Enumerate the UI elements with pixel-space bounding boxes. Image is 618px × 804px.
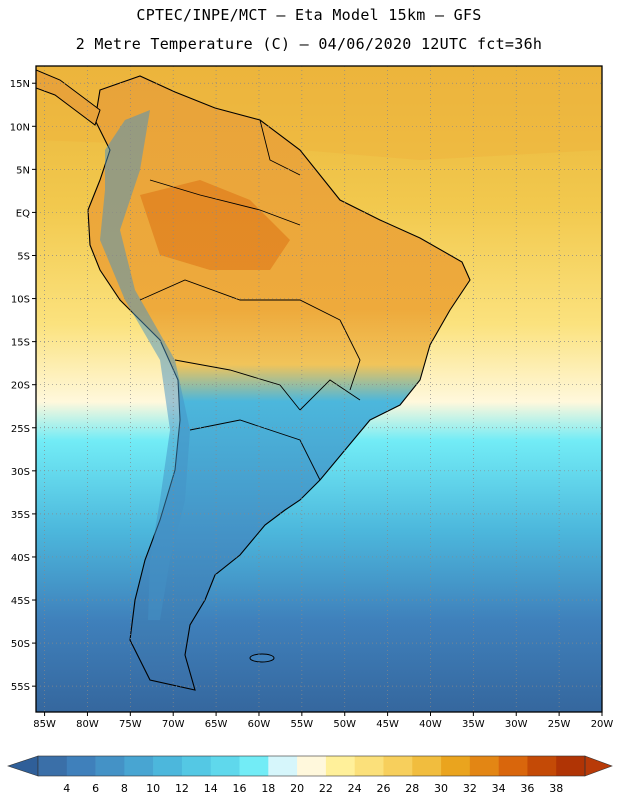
colorbar-label: 18	[261, 782, 275, 795]
lat-label: 50S	[11, 639, 30, 650]
colorbar-swatch	[412, 756, 442, 776]
colorbar-swatch	[297, 756, 327, 776]
lon-label: 30W	[505, 719, 528, 730]
lon-label: 25W	[548, 719, 571, 730]
country-borders	[139, 119, 361, 481]
lon-label: 55W	[291, 719, 314, 730]
colorbar-label: 16	[233, 782, 247, 795]
colorbar-label: 4	[63, 782, 70, 795]
colorbar-label: 8	[121, 782, 128, 795]
colorbar-label: 6	[92, 782, 99, 795]
lon-label: 75W	[119, 719, 142, 730]
lon-label: 80W	[76, 719, 99, 730]
colorbar-label: 14	[204, 782, 218, 795]
colorbar-swatch	[66, 756, 96, 776]
map-title-line2: 2 Metre Temperature (C) – 04/06/2020 12U…	[75, 35, 543, 53]
colorbar-label: 30	[434, 782, 448, 795]
colorbar-label: 28	[405, 782, 419, 795]
latitude-labels: 15N 10N 5N EQ 5S 10S 15S 20S 25S 30S 35S 40S 45S 50S 5…	[10, 79, 36, 693]
colorbar-swatch	[268, 756, 298, 776]
colorbar-swatch	[383, 756, 413, 776]
colorbar-max-arrow	[584, 755, 613, 777]
colorbar-label: 12	[175, 782, 189, 795]
colorbar-swatch	[210, 756, 240, 776]
longitude-labels: 85W 80W 75W 70W 65W 60W 55W 50W 45W 40W 35W 30W 25W 2…	[33, 712, 613, 730]
colorbar-swatch	[124, 756, 154, 776]
colorbar-swatch	[469, 756, 499, 776]
lat-label: 35S	[11, 510, 30, 521]
colorbar-swatch	[354, 756, 384, 776]
colorbar-swatch	[239, 756, 269, 776]
falkland-islands	[249, 653, 275, 663]
colorbar-label: 32	[463, 782, 477, 795]
lat-label: 45S	[11, 596, 30, 607]
colorbar-label: 36	[520, 782, 534, 795]
lon-label: 35W	[462, 719, 485, 730]
lon-label: 20W	[591, 719, 614, 730]
lat-label: 5N	[16, 165, 30, 176]
colorbar-swatch	[325, 756, 355, 776]
colorbar-label: 10	[146, 782, 160, 795]
colorbar-label: 38	[549, 782, 563, 795]
lat-label: 40S	[11, 553, 30, 564]
colorbar-swatch	[556, 756, 586, 776]
colorbar-swatch	[38, 756, 68, 776]
lon-label: 60W	[248, 719, 271, 730]
lon-label: 70W	[162, 719, 185, 730]
lat-label: 55S	[11, 682, 30, 693]
central-america-landmass	[36, 69, 101, 126]
colorbar-swatch	[441, 756, 471, 776]
andes-cold-spine	[100, 110, 190, 620]
lon-label: 50W	[333, 719, 356, 730]
colorbar-label: 20	[290, 782, 304, 795]
colorbar: 4 6 8 10 12 14 16 18 20 22 24 26 28 30 32 34 36 38	[7, 755, 613, 795]
colorbar-label: 26	[376, 782, 390, 795]
lon-label: 85W	[33, 719, 56, 730]
lat-label: 10N	[10, 122, 30, 133]
colorbar-label: 24	[348, 782, 362, 795]
map-title-line1: CPTEC/INPE/MCT – Eta Model 15km – GFS	[136, 6, 482, 24]
colorbar-swatch	[498, 756, 528, 776]
lat-label: 5S	[17, 251, 30, 262]
colorbar-swatch	[95, 756, 125, 776]
lat-label: 15S	[11, 338, 30, 349]
colorbar-label: 34	[492, 782, 506, 795]
lat-label: 10S	[11, 295, 30, 306]
amazon-hot-region	[140, 180, 290, 270]
colorbar-label: 22	[319, 782, 333, 795]
lon-label: 45W	[376, 719, 399, 730]
lat-label: 20S	[11, 381, 30, 392]
colorbar-swatch	[527, 756, 557, 776]
colorbar-min-arrow	[7, 755, 39, 777]
lat-label: 25S	[11, 424, 30, 435]
lat-label: EQ	[16, 208, 30, 219]
map-frame	[35, 65, 603, 713]
colorbar-swatch	[181, 756, 212, 776]
colorbar-outline	[37, 755, 586, 777]
lon-label: 40W	[419, 719, 442, 730]
lon-label: 65W	[205, 719, 228, 730]
colorbar-swatch	[153, 756, 183, 776]
south-america-landmass	[87, 75, 471, 691]
lat-label: 15N	[10, 79, 30, 90]
lat-label: 30S	[11, 467, 30, 478]
